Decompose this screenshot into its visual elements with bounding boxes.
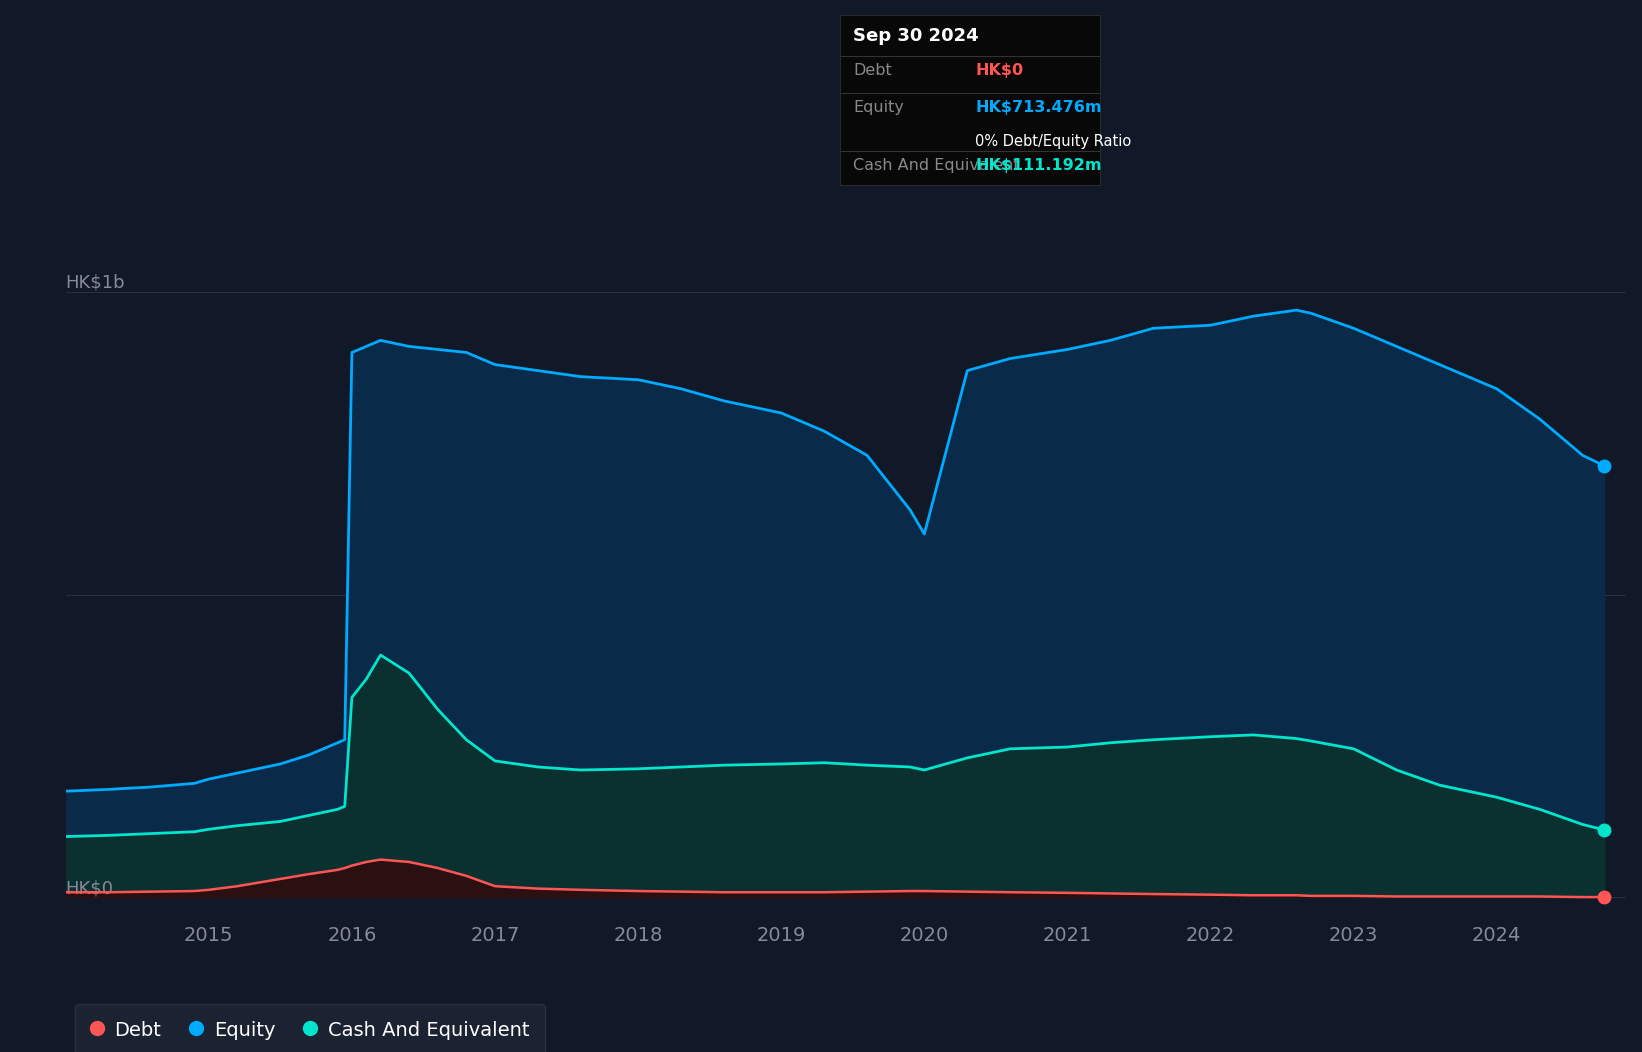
Legend: Debt, Equity, Cash And Equivalent: Debt, Equity, Cash And Equivalent xyxy=(76,1005,545,1052)
Text: HK$111.192m: HK$111.192m xyxy=(975,158,1102,173)
Text: HK$0: HK$0 xyxy=(975,63,1023,78)
Text: HK$1b: HK$1b xyxy=(66,274,125,292)
Text: HK$0: HK$0 xyxy=(66,879,113,897)
Text: HK$713.476m: HK$713.476m xyxy=(975,100,1102,115)
Text: Sep 30 2024: Sep 30 2024 xyxy=(852,27,979,45)
Text: Equity: Equity xyxy=(852,100,903,115)
Text: Debt: Debt xyxy=(852,63,892,78)
Text: 0% Debt/Equity Ratio: 0% Debt/Equity Ratio xyxy=(975,134,1131,149)
Text: Cash And Equivalent: Cash And Equivalent xyxy=(852,158,1020,173)
